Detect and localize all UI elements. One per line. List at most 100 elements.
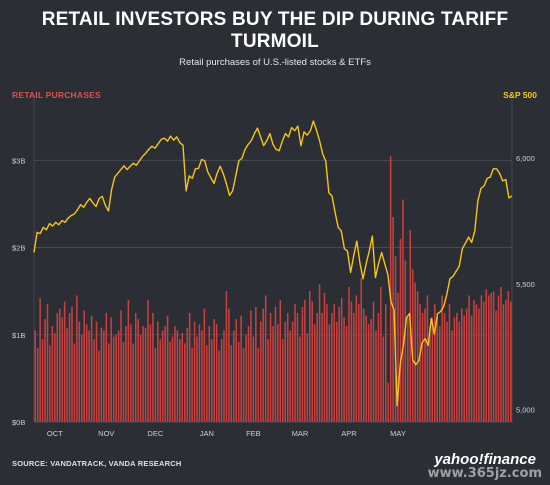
bar (370, 319, 372, 422)
bar (259, 321, 262, 422)
bar (267, 339, 269, 422)
bar (71, 306, 73, 422)
bar (112, 336, 115, 422)
bar (198, 324, 201, 422)
bar (255, 306, 257, 422)
bar (274, 306, 277, 422)
x-tick-label: FEB (246, 429, 261, 438)
bar (147, 299, 149, 422)
bar (61, 317, 63, 422)
bar (242, 347, 245, 422)
bar (154, 347, 157, 422)
chart-subtitle: Retail purchases of U.S.-listed stocks &… (179, 57, 371, 68)
right-tick-label: 6,000 (516, 154, 535, 163)
bar (120, 310, 122, 422)
bar (387, 382, 389, 422)
bar (282, 339, 284, 422)
bar (36, 347, 39, 422)
bar (289, 330, 291, 422)
bar (441, 295, 443, 422)
bar (284, 321, 287, 422)
bar (291, 321, 294, 422)
bar (431, 317, 434, 422)
bar (196, 336, 198, 422)
bar (309, 291, 311, 422)
bar (46, 304, 49, 422)
bar (316, 312, 318, 422)
bar (365, 315, 367, 422)
bar (458, 321, 461, 422)
bar (348, 286, 350, 422)
bar (326, 304, 328, 422)
bar (463, 315, 465, 422)
bar (56, 312, 59, 422)
bar (213, 319, 215, 422)
bar (475, 304, 478, 422)
right-axis-label: S&P 500 (503, 90, 537, 100)
bar (215, 324, 218, 422)
left-tick-label: $3B (12, 156, 25, 165)
bar (58, 308, 61, 422)
bar (294, 304, 296, 422)
bar (380, 286, 382, 422)
bar (367, 324, 370, 422)
chart-title: RETAIL INVESTORS BUY THE DIP DURING TARI… (41, 9, 509, 52)
bar (134, 312, 137, 422)
bar (478, 308, 480, 422)
bar (228, 308, 230, 422)
bar (164, 326, 166, 422)
bar (328, 324, 331, 422)
bar (73, 343, 76, 422)
bar (510, 301, 512, 422)
bar (397, 292, 399, 422)
bar (117, 330, 120, 422)
bar (166, 315, 169, 422)
bar (208, 326, 211, 422)
source-note: SOURCE: VANDATRACK, VANDA RESEARCH (12, 459, 182, 468)
watermark: www.365jz.com (427, 466, 542, 481)
bar (426, 295, 429, 422)
bar (416, 291, 419, 422)
bar (470, 315, 473, 422)
left-tick-label: $2B (12, 244, 25, 253)
bar (41, 339, 44, 422)
bar (443, 312, 446, 422)
bar (505, 299, 507, 422)
bar (110, 317, 112, 422)
bar (95, 321, 98, 422)
bar (203, 308, 206, 422)
bar (137, 319, 139, 422)
bar (487, 295, 490, 422)
bar (507, 291, 510, 422)
bar (51, 326, 54, 422)
bar (105, 312, 108, 422)
x-tick-label: MAR (292, 429, 309, 438)
bar (188, 312, 191, 422)
bar (157, 321, 159, 422)
left-tick-label: $0B (12, 418, 25, 427)
x-tick-label: MAY (390, 429, 406, 438)
bar (142, 326, 144, 422)
bar (257, 347, 260, 422)
bar (66, 327, 68, 422)
bar (98, 350, 100, 422)
bar (39, 298, 41, 422)
bar (480, 295, 483, 422)
bar (81, 334, 83, 422)
bar (385, 304, 387, 422)
bar (495, 310, 497, 422)
bar (343, 317, 345, 422)
bar (321, 312, 323, 422)
bar (63, 301, 66, 422)
bar (127, 299, 130, 422)
bar (181, 333, 184, 422)
bar (460, 308, 463, 422)
bar (345, 326, 348, 422)
bar (497, 295, 500, 422)
bar (377, 312, 380, 422)
x-tick-label: APR (341, 429, 357, 438)
tick-labels: $0B $1B $2B $3B 5,000 5,500 6,000 OCT NOV DEC JAN F… (12, 154, 535, 438)
bar (434, 304, 436, 422)
bar (186, 327, 188, 422)
bar (139, 334, 142, 422)
